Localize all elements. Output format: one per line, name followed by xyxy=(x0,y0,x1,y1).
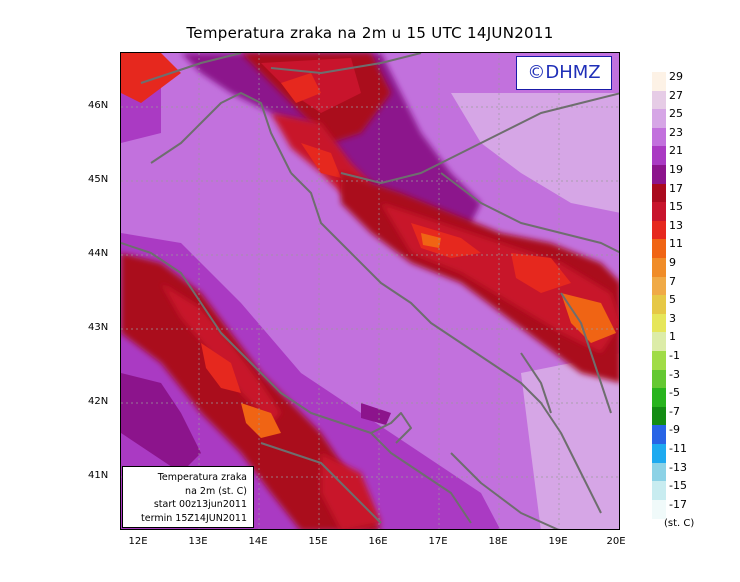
legend-swatch xyxy=(652,295,666,315)
legend-label: 3 xyxy=(669,311,676,325)
legend-swatch xyxy=(652,202,666,222)
lat-label: 46N xyxy=(88,100,109,111)
legend-swatch xyxy=(652,332,666,352)
legend-label: -15 xyxy=(669,479,687,493)
legend-label: 7 xyxy=(669,274,676,288)
legend-swatch xyxy=(652,369,666,389)
legend-swatch xyxy=(652,146,666,166)
info-line: start 00z13jun2011 xyxy=(153,499,247,510)
info-line: na 2m (st. C) xyxy=(185,485,247,497)
legend-label: 11 xyxy=(669,237,683,251)
legend-label: -13 xyxy=(669,460,687,474)
info-line: termin 15Z14JUN2011 xyxy=(141,512,247,524)
legend-swatch xyxy=(652,72,666,91)
legend-label: 21 xyxy=(669,144,683,158)
legend-label: -5 xyxy=(669,386,680,400)
legend-swatch xyxy=(652,183,666,203)
legend-label: 15 xyxy=(669,200,683,214)
legend-swatch xyxy=(652,109,666,129)
legend-label: 9 xyxy=(669,256,676,269)
legend-swatch xyxy=(652,351,666,370)
dhmz-logo: ©DHMZ xyxy=(516,56,612,90)
legend-swatch xyxy=(652,313,666,333)
legend-swatch xyxy=(652,220,666,240)
legend-label: 29 xyxy=(669,70,683,83)
legend-label: 25 xyxy=(669,107,683,121)
legend-label: -1 xyxy=(669,349,680,362)
legend-swatch xyxy=(652,239,666,259)
lat-label: 44N xyxy=(88,248,109,259)
legend-swatch xyxy=(652,425,666,445)
legend-swatch xyxy=(652,444,666,463)
legend-label: 23 xyxy=(669,125,683,139)
lat-label: 42N xyxy=(88,396,109,407)
lon-label: 12E xyxy=(128,536,148,547)
lon-label: 14E xyxy=(248,536,268,547)
map-title: Temperatura zraka na 2m u 15 UTC 14JUN20… xyxy=(186,24,554,42)
lat-label: 45N xyxy=(88,174,109,185)
legend-swatch xyxy=(652,406,666,426)
legend-swatch xyxy=(652,90,666,110)
lon-label: 17E xyxy=(428,536,448,547)
legend-unit: (st. C) xyxy=(664,518,695,529)
legend-swatch xyxy=(652,481,666,501)
legend-swatch xyxy=(652,462,666,482)
legend-swatch xyxy=(652,388,666,408)
legend-label: 27 xyxy=(669,88,683,102)
legend-label: -7 xyxy=(669,404,680,418)
legend-label: 5 xyxy=(669,293,676,307)
legend-swatch xyxy=(652,276,666,296)
legend-label: -17 xyxy=(669,497,687,511)
color-legend xyxy=(652,72,666,534)
lon-label: 15E xyxy=(308,536,328,547)
legend-label: -11 xyxy=(669,442,687,455)
legend-swatch xyxy=(652,499,666,519)
lon-label: 18E xyxy=(488,536,508,547)
legend-swatch xyxy=(652,165,666,184)
lon-label: 16E xyxy=(368,536,388,547)
legend-swatch xyxy=(652,258,666,277)
lat-label: 43N xyxy=(88,322,109,333)
lon-label: 20E xyxy=(606,536,626,547)
legend-label: 1 xyxy=(669,330,676,344)
legend-label: -9 xyxy=(669,423,680,437)
map-field xyxy=(121,53,619,529)
legend-label: 19 xyxy=(669,163,683,176)
legend-swatch xyxy=(652,127,666,147)
info-box: Temperatura zraka na 2m (st. C) start 00… xyxy=(122,466,254,528)
temperature-map xyxy=(120,52,620,530)
info-line: Temperatura zraka xyxy=(157,472,247,483)
lon-label: 19E xyxy=(548,536,568,547)
legend-label: 13 xyxy=(669,218,683,232)
lat-label: 41N xyxy=(88,470,109,481)
legend-label: -3 xyxy=(669,367,680,381)
legend-label: 17 xyxy=(669,181,683,195)
lon-label: 13E xyxy=(188,536,208,547)
